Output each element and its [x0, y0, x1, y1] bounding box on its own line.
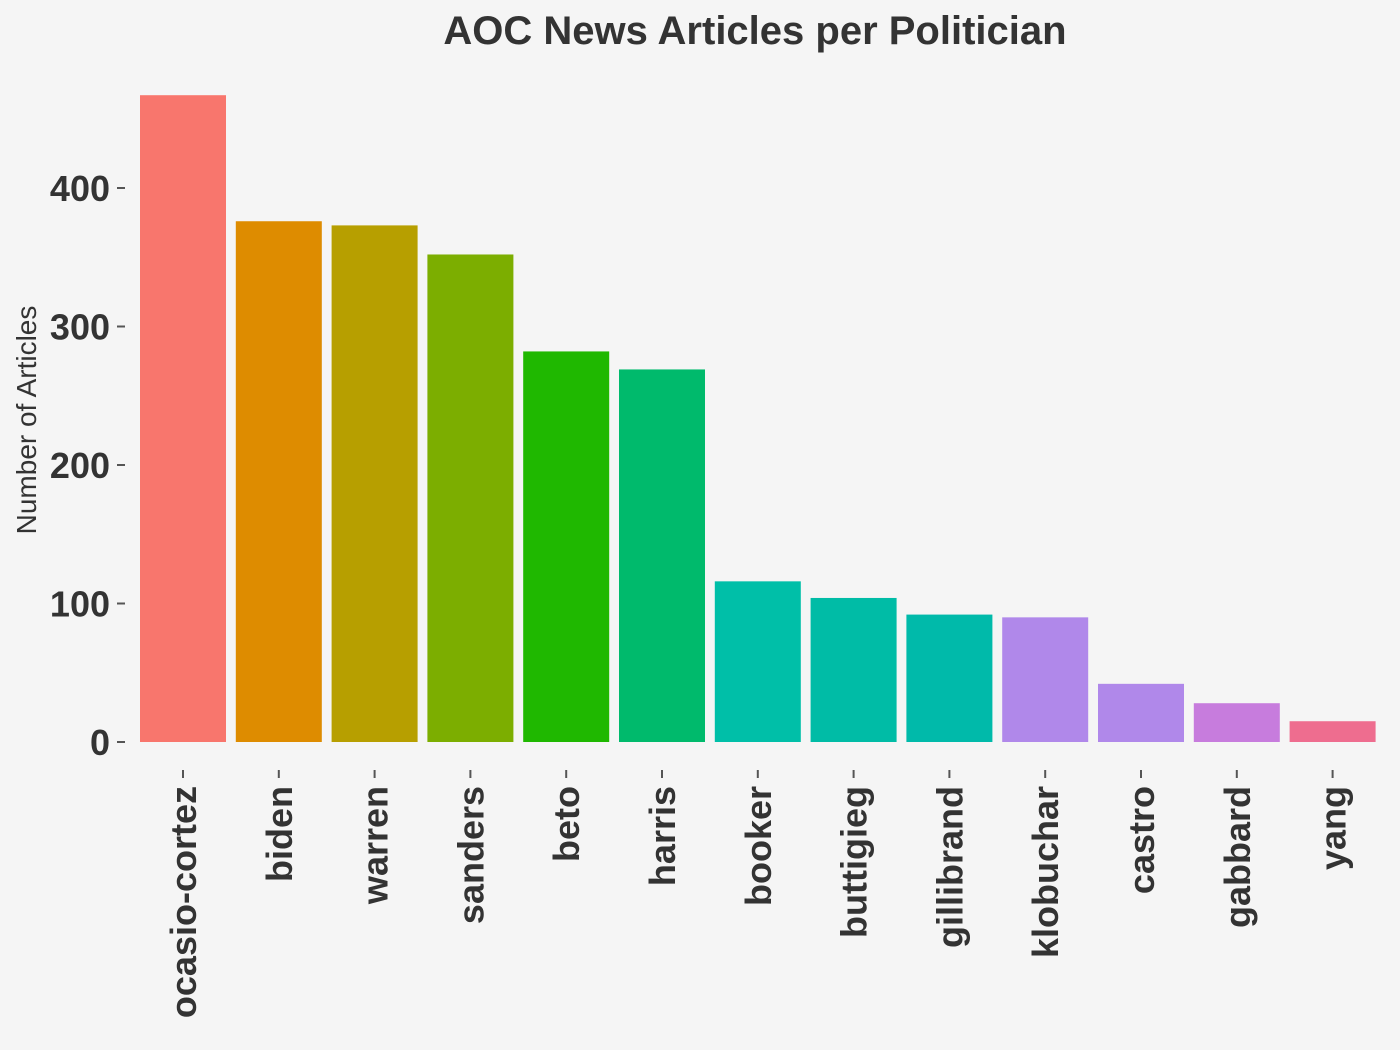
x-tick-label: gabbard [1217, 786, 1258, 928]
x-tick-label: warren [355, 786, 396, 905]
bars [140, 95, 1376, 743]
bar-klobuchar [1002, 617, 1089, 742]
x-tick-label: yang [1313, 786, 1354, 870]
y-tick-label: 0 [90, 722, 110, 763]
bar-gabbard [1193, 703, 1280, 742]
y-tick-label: 400 [50, 168, 110, 209]
bar-castro [1098, 683, 1184, 742]
x-tick-label: castro [1121, 786, 1162, 894]
bar-warren [331, 225, 418, 742]
chart-title: AOC News Articles per Politician [443, 9, 1066, 53]
y-tick-label: 200 [50, 445, 110, 486]
x-tick-label: ocasio-cortez [163, 786, 204, 1018]
x-tick-label: beto [546, 786, 587, 862]
x-axis: ocasio-cortez biden warren sanders beto harri… [163, 770, 1354, 1018]
bar-harris [619, 369, 705, 742]
bar-yang [1289, 721, 1376, 742]
bar-gillibrand [906, 614, 993, 742]
x-tick-label: sanders [450, 786, 491, 924]
x-tick-label: harris [642, 786, 683, 886]
y-tick-label: 300 [50, 307, 110, 348]
bar-biden [235, 221, 322, 743]
bar-buttigieg [810, 597, 897, 742]
x-tick-label: klobuchar [1025, 786, 1066, 958]
x-tick-label: biden [259, 786, 300, 882]
y-axis: 0 100 200 300 400 [50, 168, 125, 763]
y-axis-label: Number of Articles [11, 306, 42, 535]
bar-booker [714, 581, 801, 742]
bar-beto [523, 351, 610, 742]
bar-ocasio-cortez [140, 95, 226, 742]
x-tick-label: gillibrand [929, 786, 970, 948]
bar-sanders [427, 254, 514, 743]
x-tick-label: booker [738, 786, 779, 906]
x-tick-label: buttigieg [834, 786, 875, 938]
y-tick-label: 100 [50, 584, 110, 625]
